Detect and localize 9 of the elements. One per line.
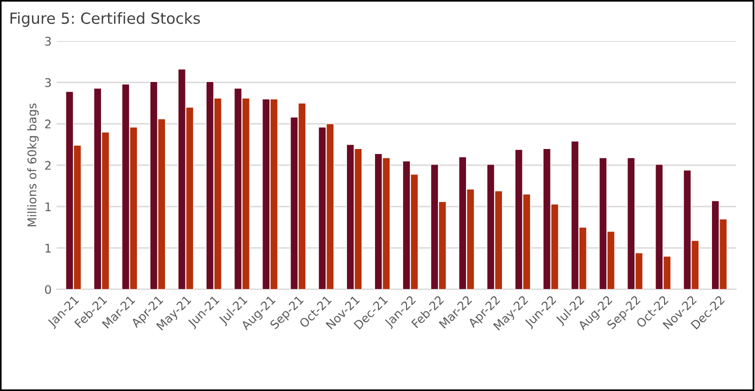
y-tick-label: 2 xyxy=(45,160,51,170)
y-tick-label: 0 xyxy=(45,285,51,294)
y-tick-label: 1 xyxy=(46,244,51,252)
y-tick-label: 3 xyxy=(45,78,51,88)
y-tick-label: 2 xyxy=(45,120,51,128)
chart-title: Figure 5: Certified Stocks xyxy=(10,12,200,27)
y-tick-label: 1 xyxy=(46,202,51,212)
y-axis-title: Millions of 60kg bags xyxy=(27,104,39,226)
y-tick-label: 3 xyxy=(45,36,51,46)
